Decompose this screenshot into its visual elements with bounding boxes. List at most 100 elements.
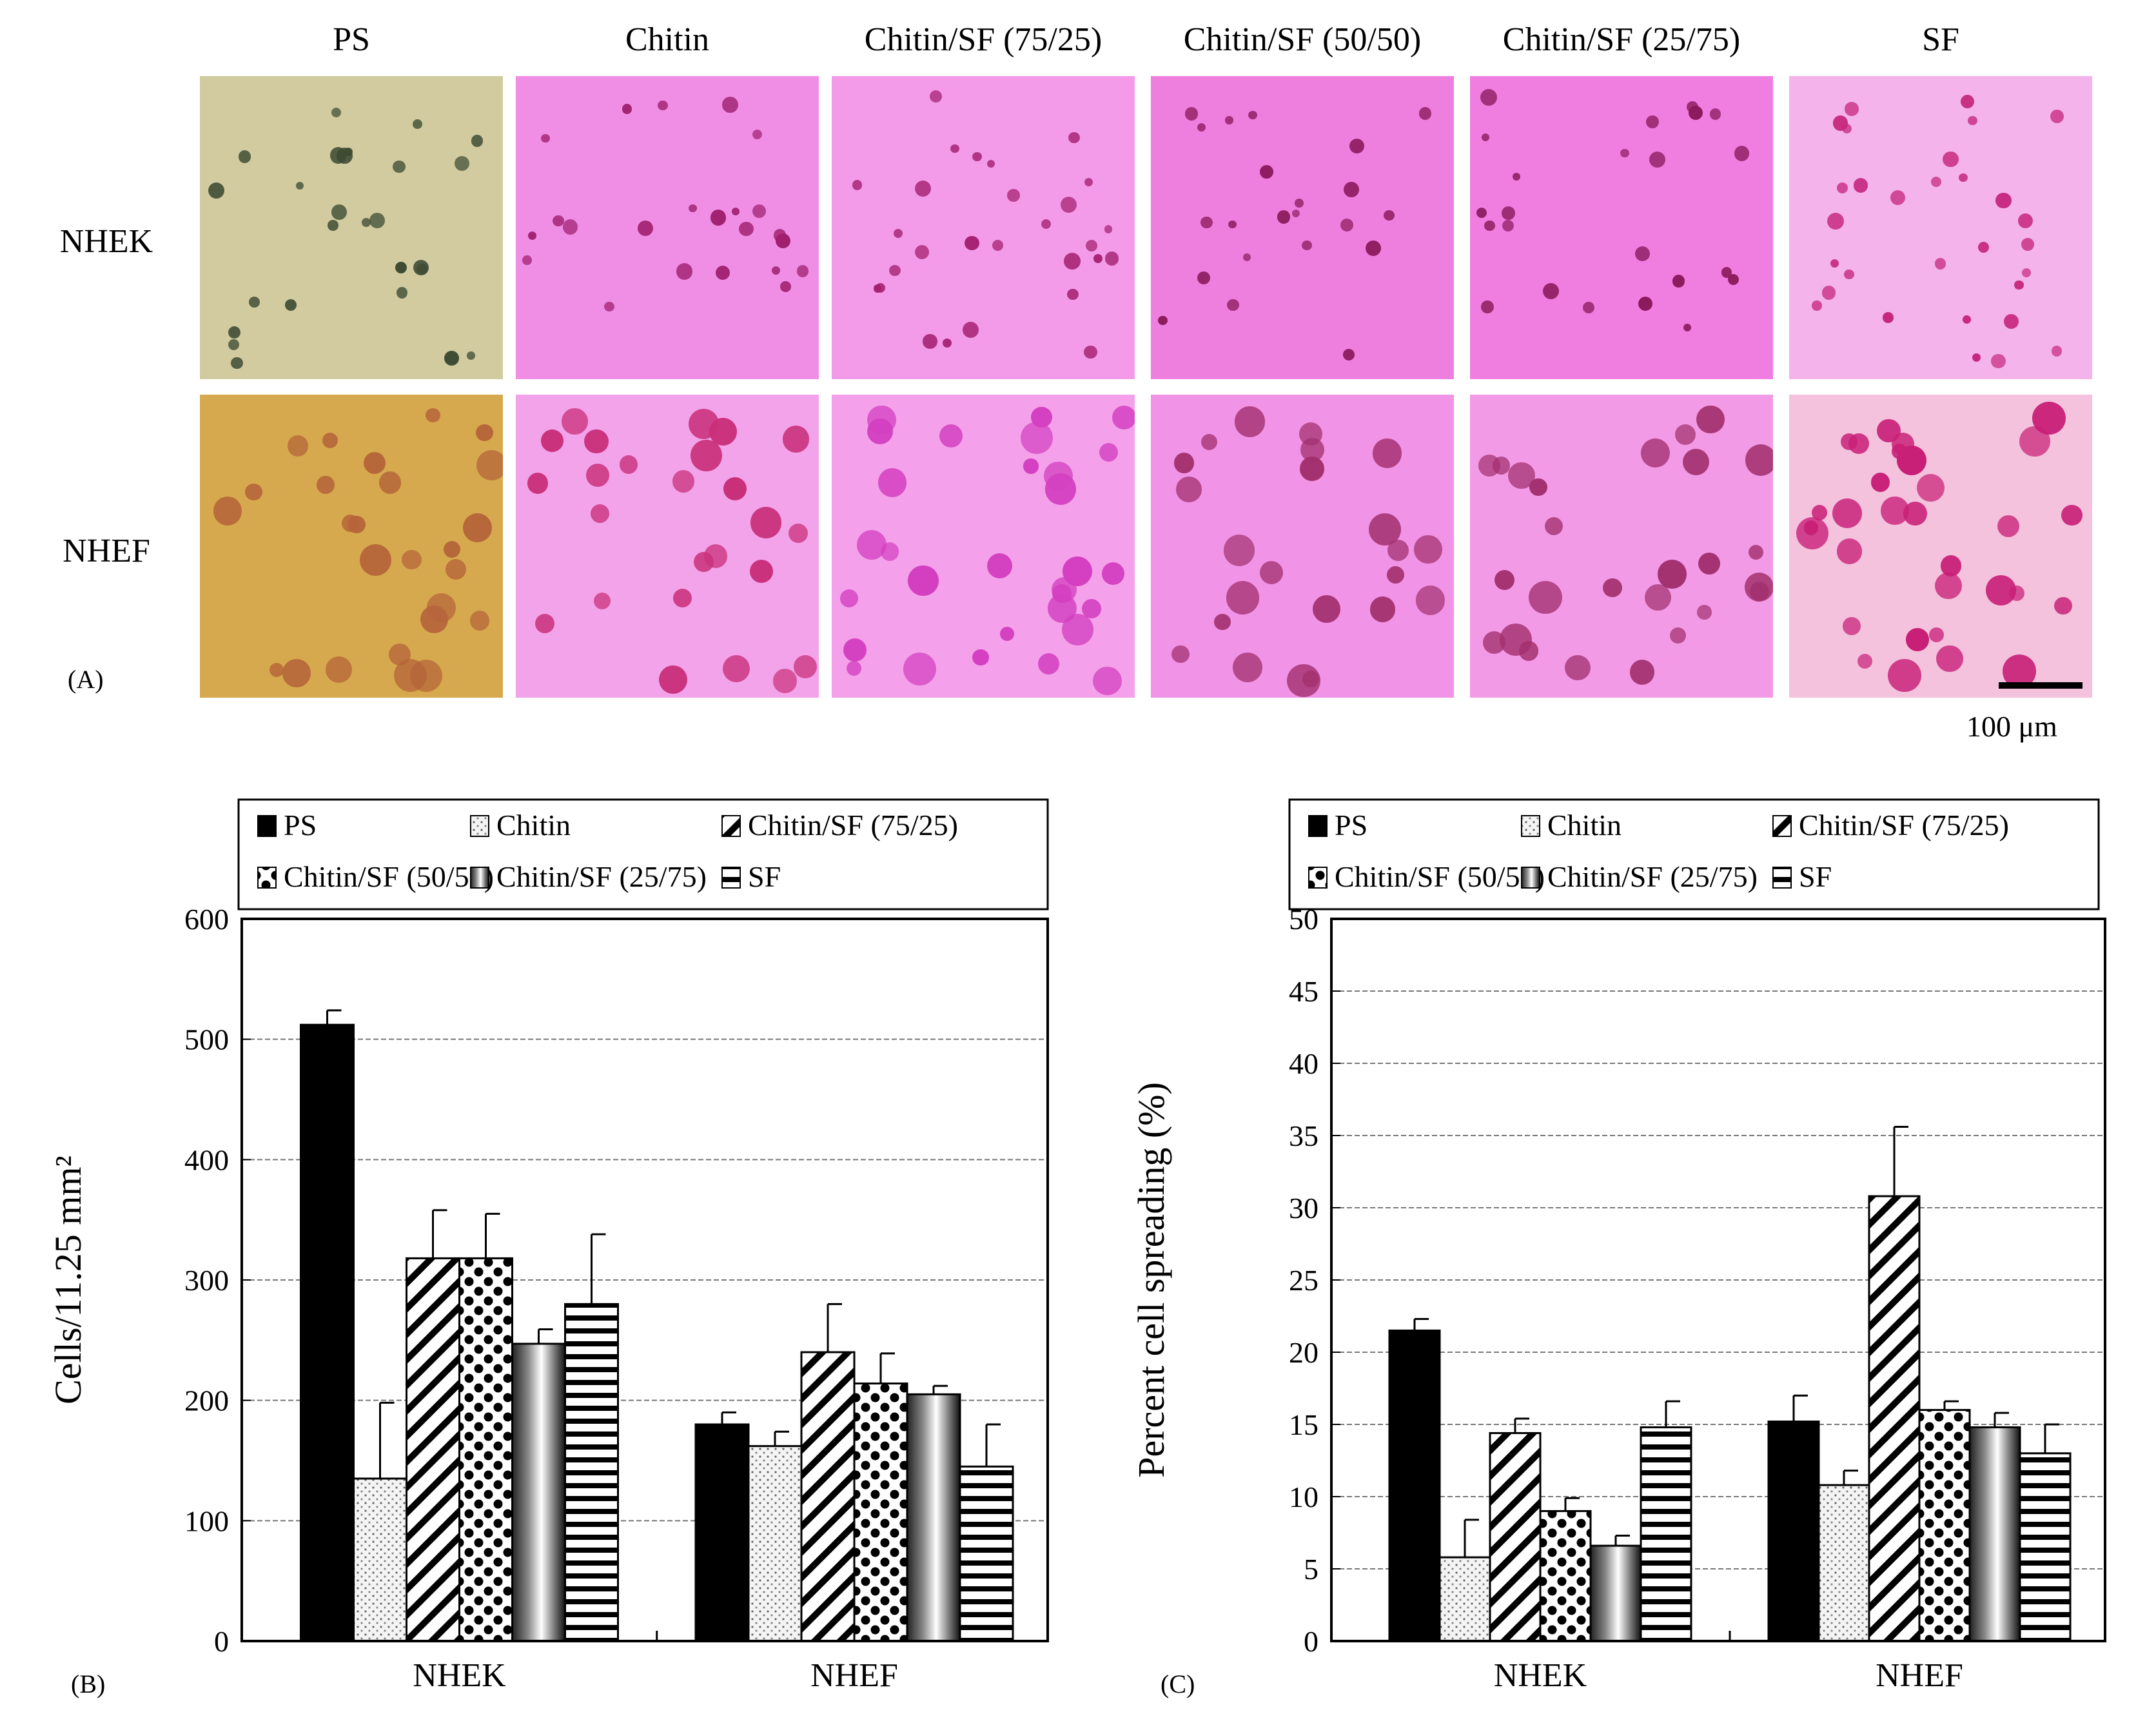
cell-mark bbox=[1727, 274, 1739, 286]
cell-mark bbox=[2054, 596, 2072, 615]
legend-label: Chitin/SF (50/50) bbox=[1335, 860, 1545, 893]
bar bbox=[1388, 1329, 1441, 1642]
y-tick-label: 20 bbox=[1289, 1336, 1318, 1369]
cell-mark bbox=[1158, 315, 1168, 326]
cell-mark bbox=[413, 260, 429, 276]
cell-mark bbox=[331, 204, 347, 220]
cell-mark bbox=[401, 549, 422, 570]
cell-mark bbox=[395, 262, 407, 273]
micrograph-tile bbox=[516, 76, 819, 379]
cell-mark bbox=[1112, 405, 1135, 429]
cell-mark bbox=[1093, 666, 1122, 695]
cell-mark bbox=[1084, 345, 1098, 359]
cell-mark bbox=[1959, 173, 1968, 182]
cell-mark bbox=[466, 351, 475, 360]
y-tick-label: 0 bbox=[1304, 1625, 1318, 1658]
cell-mark bbox=[1260, 165, 1274, 179]
cell-mark bbox=[1721, 267, 1732, 278]
cell-mark bbox=[1233, 653, 1262, 683]
cell-mark bbox=[1031, 407, 1052, 428]
cell-mark bbox=[594, 592, 611, 610]
cell-mark bbox=[541, 134, 550, 143]
cell-mark bbox=[245, 483, 262, 501]
bar bbox=[1968, 1426, 2021, 1642]
cell-mark bbox=[1827, 212, 1845, 230]
legend-swatch bbox=[721, 815, 741, 837]
cell-mark bbox=[363, 451, 386, 475]
cell-mark bbox=[1302, 240, 1312, 251]
cell-mark bbox=[1021, 421, 1054, 454]
cell-mark bbox=[676, 263, 693, 280]
cell-mark bbox=[1916, 473, 1945, 502]
cell-mark bbox=[1518, 641, 1539, 661]
cell-mark bbox=[986, 159, 995, 168]
cell-mark bbox=[658, 665, 687, 694]
cell-mark bbox=[689, 204, 697, 213]
cell-mark bbox=[1967, 115, 1977, 126]
cell-mark bbox=[426, 408, 440, 422]
cell-mark bbox=[657, 100, 668, 111]
micrograph-tile bbox=[516, 395, 819, 698]
bar bbox=[1438, 1556, 1491, 1642]
cell-mark bbox=[1630, 660, 1655, 685]
cell-mark bbox=[1093, 254, 1102, 264]
cell-mark bbox=[2003, 314, 2019, 330]
cell-mark bbox=[590, 504, 609, 523]
cell-mark bbox=[999, 627, 1014, 642]
cell-mark bbox=[1235, 406, 1266, 437]
cell-mark bbox=[1104, 225, 1112, 233]
cell-mark bbox=[282, 659, 311, 687]
cell-mark bbox=[1997, 515, 2020, 538]
cell-mark bbox=[1200, 433, 1218, 451]
cell-mark bbox=[1841, 433, 1858, 451]
legend-swatch bbox=[1521, 867, 1540, 889]
cell-mark bbox=[972, 649, 989, 665]
cell-mark bbox=[378, 471, 402, 495]
x-tick-label: NHEF bbox=[810, 1657, 898, 1694]
cell-mark bbox=[1936, 645, 1963, 673]
cell-mark bbox=[1582, 302, 1594, 313]
cell-mark bbox=[1903, 502, 1927, 526]
cell-mark bbox=[228, 339, 240, 351]
cell-mark bbox=[1940, 555, 1962, 576]
cell-mark bbox=[1845, 102, 1859, 116]
cell-mark bbox=[1887, 658, 1921, 693]
legend-label: Chitin/SF (75/25) bbox=[748, 809, 958, 841]
cell-mark bbox=[1811, 300, 1822, 311]
cell-mark bbox=[1349, 138, 1364, 153]
legend-label: Chitin/SF (50/50) bbox=[284, 860, 494, 893]
cell-mark bbox=[1295, 199, 1304, 208]
cell-mark bbox=[1812, 504, 1827, 520]
cell-mark bbox=[1384, 210, 1395, 221]
cell-mark bbox=[1870, 473, 1890, 493]
cell-mark bbox=[1007, 189, 1020, 202]
cell-mark bbox=[1891, 443, 1908, 460]
cell-mark bbox=[1749, 582, 1769, 602]
legend-label: SF bbox=[748, 860, 781, 893]
cell-mark bbox=[1287, 664, 1320, 698]
cell-mark bbox=[1672, 275, 1685, 288]
cell-mark bbox=[1991, 353, 2006, 369]
cell-mark bbox=[1658, 560, 1687, 589]
cell-mark bbox=[392, 160, 406, 173]
cell-mark bbox=[522, 255, 532, 265]
cell-mark bbox=[950, 144, 959, 153]
cell-mark bbox=[1697, 605, 1712, 620]
cell-mark bbox=[1197, 123, 1206, 132]
cell-mark bbox=[1223, 535, 1255, 567]
cell-mark bbox=[1418, 107, 1431, 120]
y-tick-label: 100 bbox=[184, 1504, 229, 1537]
cell-mark bbox=[2051, 346, 2063, 357]
cell-mark bbox=[317, 476, 335, 494]
bar bbox=[747, 1445, 803, 1642]
cell-mark bbox=[1986, 575, 2017, 606]
legend-swatch bbox=[1308, 815, 1328, 837]
cell-mark bbox=[704, 544, 728, 568]
y-tick-label: 50 bbox=[1289, 903, 1318, 936]
cell-mark bbox=[1635, 246, 1651, 261]
cell-mark bbox=[1492, 457, 1511, 475]
cell-mark bbox=[923, 334, 937, 349]
cell-mark bbox=[847, 660, 861, 676]
cell-mark bbox=[1512, 172, 1521, 181]
cell-mark bbox=[228, 326, 240, 339]
